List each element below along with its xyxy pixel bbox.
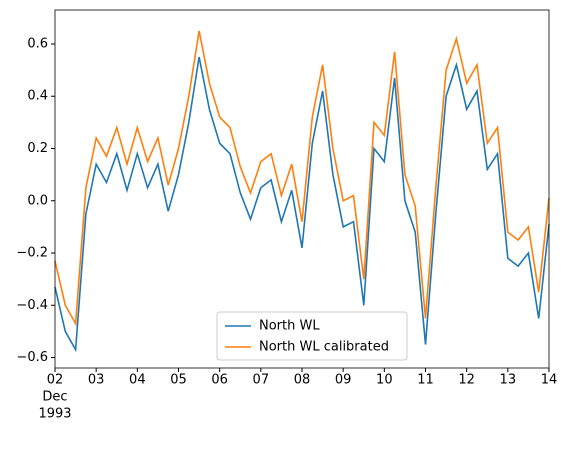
- x-tick-label: 02: [47, 373, 64, 388]
- legend-box: [216, 311, 408, 361]
- y-tick-label: −0.2: [16, 246, 48, 261]
- x-tick-label: 03: [88, 373, 105, 388]
- x-tick-label: 11: [417, 373, 434, 388]
- x-tick-label: 06: [211, 373, 228, 388]
- x-tick-label: 14: [541, 373, 558, 388]
- x-year-label: 1993: [38, 407, 71, 422]
- x-tick-label: 12: [458, 373, 475, 388]
- series-line: [54, 30, 550, 327]
- y-tick-label: 0.2: [27, 141, 48, 156]
- y-tick-label: 0.0: [27, 193, 48, 208]
- x-tick-label: 05: [170, 373, 187, 388]
- legend-label: North WL: [259, 319, 320, 334]
- y-tick-label: −0.4: [16, 298, 48, 313]
- x-tick-label: 07: [253, 373, 270, 388]
- legend-label: North WL calibrated: [259, 340, 389, 355]
- y-tick-label: −0.6: [16, 350, 48, 365]
- plot-frame: [54, 9, 550, 369]
- x-tick-label: 13: [500, 373, 517, 388]
- x-month-label: Dec: [42, 390, 67, 405]
- y-tick-label: 0.4: [27, 89, 48, 104]
- x-tick-label: 04: [129, 373, 146, 388]
- x-tick-label: 10: [376, 373, 393, 388]
- y-tick-label: 0.6: [27, 36, 48, 51]
- x-tick-label: 08: [294, 373, 311, 388]
- x-tick-label: 09: [335, 373, 352, 388]
- series-line: [54, 56, 550, 353]
